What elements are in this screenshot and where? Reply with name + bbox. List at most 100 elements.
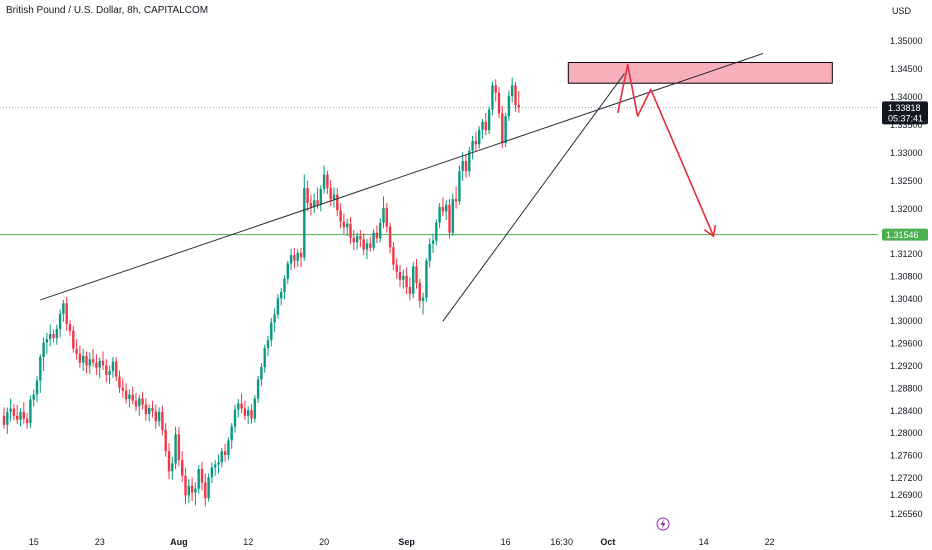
y-tick-label: 1.31200 xyxy=(890,249,923,259)
projection-arrowhead[interactable] xyxy=(703,225,717,238)
candle-body xyxy=(392,247,395,265)
candle-body xyxy=(454,199,458,202)
candle-body xyxy=(256,379,260,399)
candle-body xyxy=(115,361,118,377)
currency-label[interactable]: USD xyxy=(892,6,912,16)
resistance-zone[interactable] xyxy=(567,61,833,84)
y-tick-label: 1.28400 xyxy=(890,406,923,416)
candle-body xyxy=(101,360,105,366)
candle-body xyxy=(194,488,197,493)
candle-body xyxy=(124,390,128,400)
candle-body xyxy=(273,314,276,323)
candle-body xyxy=(349,223,352,238)
upper-trendline[interactable] xyxy=(40,53,764,301)
candle-body xyxy=(481,121,484,130)
candle-body xyxy=(329,187,332,200)
candle-body xyxy=(280,292,283,299)
axes-layer: 1.35000 1.34500 1.34000 1.33500 1.33000 1.325… xyxy=(29,36,928,547)
candles-layer xyxy=(2,77,520,507)
candle-body xyxy=(286,263,289,279)
candle-body xyxy=(91,359,95,363)
symbol-title[interactable]: British Pound / U.S. Dollar, 8h, CAPITAL… xyxy=(6,5,209,16)
annotation-layer[interactable] xyxy=(40,53,764,322)
candle-body xyxy=(375,232,379,239)
candle-body xyxy=(237,403,240,410)
candle-body xyxy=(276,298,280,315)
candle-body xyxy=(501,113,504,144)
candle-body xyxy=(359,236,362,240)
candle-body xyxy=(22,411,25,419)
x-tick-label: 15 xyxy=(29,537,39,547)
candle-body xyxy=(9,408,12,412)
y-tick-label: 1.32000 xyxy=(890,204,923,214)
candle-body xyxy=(220,451,223,463)
candle-body xyxy=(316,200,319,205)
candle-body xyxy=(138,398,141,407)
candle-body xyxy=(12,408,16,416)
x-tick-label: 14 xyxy=(699,537,709,547)
candle-body xyxy=(55,329,58,338)
candle-body xyxy=(425,260,428,298)
candle-body xyxy=(511,85,514,97)
candle-body xyxy=(253,398,256,419)
candle-body xyxy=(25,418,29,424)
projection-path[interactable] xyxy=(617,63,715,237)
y-tick-label: 1.30800 xyxy=(890,271,923,281)
x-tick-label: 16 xyxy=(501,537,511,547)
candle-body xyxy=(200,469,204,483)
candle-body xyxy=(497,92,501,114)
x-tick-label: Oct xyxy=(600,537,615,547)
candle-body xyxy=(184,475,187,496)
candle-body xyxy=(438,206,441,223)
candle-body xyxy=(118,376,121,388)
y-tick-label: 1.28800 xyxy=(890,383,923,393)
candle-body xyxy=(95,362,98,368)
candle-body xyxy=(507,96,511,117)
last-price-badge xyxy=(882,101,928,125)
candle-body xyxy=(82,355,85,363)
candle-body xyxy=(352,237,355,243)
candle-body xyxy=(75,348,78,354)
candle-body xyxy=(19,411,22,420)
y-tick-label: 1.35000 xyxy=(890,36,923,46)
y-tick-label: 1.30400 xyxy=(890,294,923,304)
candle-body xyxy=(148,408,151,415)
candle-body xyxy=(16,415,19,420)
candle-body xyxy=(319,189,322,205)
candle-body xyxy=(448,204,451,233)
candle-body xyxy=(62,303,65,314)
candle-body xyxy=(250,410,253,419)
candle-body xyxy=(487,109,491,131)
candle-body xyxy=(266,340,270,349)
candle-body xyxy=(309,203,313,207)
candle-body xyxy=(260,367,263,380)
candle-body xyxy=(187,485,190,496)
candle-body xyxy=(217,462,220,465)
candle-body xyxy=(428,243,431,261)
candle-body xyxy=(494,85,497,93)
candle-body xyxy=(111,361,115,372)
candle-body xyxy=(289,255,293,264)
candle-body xyxy=(121,387,124,391)
candle-body xyxy=(464,161,468,172)
lower-trendline[interactable] xyxy=(442,73,625,322)
candle-body xyxy=(474,140,478,145)
x-tick-label: 22 xyxy=(765,537,775,547)
candle-body xyxy=(45,339,49,343)
candle-body xyxy=(29,399,32,424)
candle-body xyxy=(313,200,316,207)
candle-body xyxy=(227,440,230,456)
candle-body xyxy=(346,223,349,228)
candle-body xyxy=(342,221,346,228)
annotation-layer-back xyxy=(567,61,833,84)
candle-body xyxy=(445,204,448,212)
y-tick-label: 1.27200 xyxy=(890,473,923,483)
candle-body xyxy=(478,129,481,145)
candle-body xyxy=(398,271,402,280)
y-tick-label: 1.26900 xyxy=(890,490,923,500)
candle-body xyxy=(210,467,214,478)
candle-body xyxy=(223,451,227,456)
candle-body xyxy=(405,275,408,288)
candle-body xyxy=(339,210,342,222)
